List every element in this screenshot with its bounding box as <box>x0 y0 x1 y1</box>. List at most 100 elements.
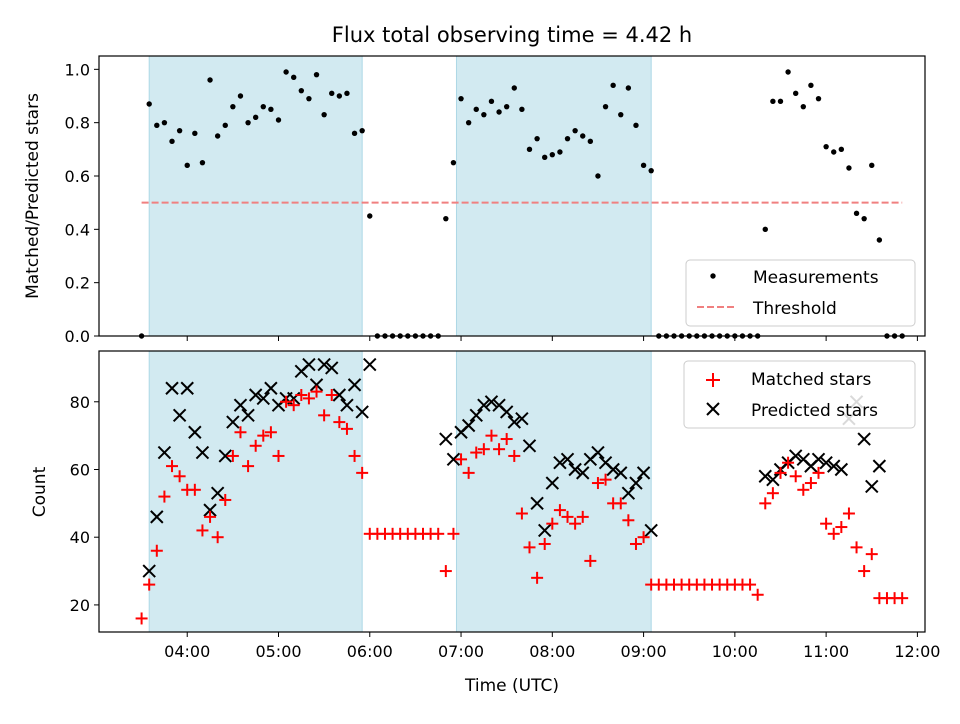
matched-star-point <box>447 527 460 540</box>
measurement-point <box>503 103 510 110</box>
matched-star-point <box>546 517 559 530</box>
bottom-y-axis-label: Count <box>30 466 50 517</box>
matched-star-point <box>310 385 323 398</box>
y-tick-label: 80 <box>70 393 90 412</box>
predicted-star-point <box>477 398 491 412</box>
predicted-star-point <box>340 398 354 412</box>
measurement-point <box>838 146 845 153</box>
legend-matched-marker <box>706 373 720 387</box>
matched-star-point <box>333 416 346 429</box>
top-legend-box <box>685 259 916 327</box>
matched-star-point <box>569 517 582 530</box>
matched-star-point <box>439 565 452 578</box>
measurement-point <box>587 138 594 145</box>
measurement-point <box>792 90 799 97</box>
measurement-point <box>450 159 457 166</box>
measurement-point <box>298 87 305 94</box>
matched-star-point <box>272 449 285 462</box>
measurement-point <box>359 127 365 134</box>
measurement-point <box>618 111 624 118</box>
matched-star-point <box>500 433 513 446</box>
measurement-point <box>762 226 768 233</box>
predicted-star-point <box>537 523 552 538</box>
matched-star-point <box>340 422 353 435</box>
measurement-point <box>610 82 616 89</box>
measurement-point <box>602 103 609 110</box>
predicted-star-point <box>150 510 164 524</box>
predicted-star-point <box>576 466 590 480</box>
predicted-star-point <box>629 476 643 490</box>
measurement-point <box>184 162 190 169</box>
measurement-point <box>496 109 502 115</box>
matched-star-point <box>531 571 544 584</box>
y-tick-label: 0.8 <box>65 114 90 133</box>
matched-star-point <box>264 426 277 439</box>
measurement-point <box>260 103 266 110</box>
measurement-point <box>580 133 586 139</box>
predicted-star-point <box>256 391 270 406</box>
x-tick-label: 05:00 <box>255 642 301 661</box>
bottom-x-ticks: 04:00 05:00 06:00 07:00 08:00 09:00 10:00 11:00… <box>164 632 940 661</box>
matched-star-point <box>515 507 528 520</box>
measurement-point <box>549 151 556 158</box>
matched-star-point <box>827 527 840 540</box>
matched-star-point <box>211 531 224 544</box>
top-shaded-regions <box>148 55 652 337</box>
measurement-point <box>192 130 198 137</box>
legend-predicted-label: Predicted stars <box>751 401 878 421</box>
measurement-point <box>268 106 274 113</box>
bottom-y-ticks: 20 40 60 80 <box>70 393 99 615</box>
matched-star-point <box>622 514 635 527</box>
measurement-point <box>557 149 563 155</box>
measurement-point <box>595 173 601 179</box>
predicted-star-point <box>264 381 278 395</box>
predicted-star-point <box>819 456 833 470</box>
top-x-ticks <box>186 336 918 341</box>
x-tick-label: 10:00 <box>712 642 758 661</box>
matched-star-point <box>158 490 171 503</box>
matched-star-point <box>789 470 802 483</box>
x-axis-label: Time (UTC) <box>464 676 559 696</box>
predicted-star-point <box>203 503 217 517</box>
matched-star-point <box>470 446 483 459</box>
x-tick-label: 04:00 <box>164 642 210 661</box>
legend-measurements-label: Measurements <box>753 268 879 288</box>
measurement-point <box>283 69 289 75</box>
measurement-point <box>534 135 540 142</box>
x-tick-label: 07:00 <box>438 642 484 661</box>
top-legend: Measurements Threshold <box>685 259 916 327</box>
matched-star-point <box>804 477 817 490</box>
predicted-star-point <box>484 395 499 409</box>
measurement-point <box>815 95 822 102</box>
matched-star-point <box>782 456 795 469</box>
top-axes-frame <box>98 55 926 337</box>
matched-stars-layer <box>135 385 909 625</box>
predicted-star-point <box>461 418 476 433</box>
matched-star-point <box>865 548 878 561</box>
predicted-star-point <box>332 388 347 402</box>
matched-star-point <box>188 483 201 496</box>
predicted-star-point <box>857 432 871 446</box>
matched-star-point <box>493 443 506 456</box>
predicted-star-point <box>530 496 544 511</box>
predicted-star-point <box>522 439 537 453</box>
measurement-point <box>808 82 814 89</box>
measurement-point <box>443 215 449 222</box>
bottom-legend-box <box>683 360 916 429</box>
predicted-star-point <box>248 388 263 402</box>
legend-measurements-marker <box>710 273 716 279</box>
measurement-point <box>465 119 472 126</box>
predicted-star-point <box>317 357 331 372</box>
x-tick-label: 12:00 <box>894 642 940 661</box>
measurement-point <box>275 117 282 123</box>
measurement-point <box>367 213 373 219</box>
predicted-star-point <box>355 405 369 419</box>
shaded-interval <box>455 55 652 337</box>
measurement-point <box>199 159 206 166</box>
matched-star-point <box>249 439 262 452</box>
predicted-star-point <box>142 564 156 578</box>
measurement-point <box>876 237 883 243</box>
measurement-point <box>306 95 312 102</box>
predicted-star-point <box>827 459 841 473</box>
